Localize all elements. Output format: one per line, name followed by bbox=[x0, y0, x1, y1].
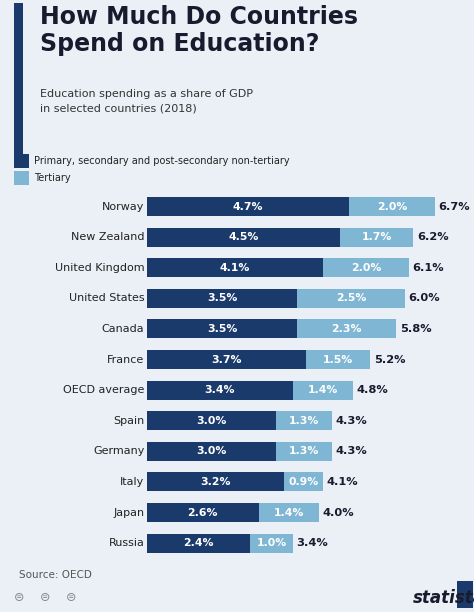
Text: 3.5%: 3.5% bbox=[207, 293, 237, 304]
Text: 3.4%: 3.4% bbox=[205, 385, 235, 395]
Text: 1.5%: 1.5% bbox=[323, 354, 353, 365]
Bar bbox=[259, 503, 319, 522]
Text: 5.2%: 5.2% bbox=[374, 354, 405, 365]
Bar bbox=[147, 534, 250, 553]
Text: 4.1%: 4.1% bbox=[327, 477, 358, 487]
Text: 6.0%: 6.0% bbox=[408, 293, 440, 304]
Text: 6.1%: 6.1% bbox=[412, 263, 444, 273]
Text: 2.5%: 2.5% bbox=[336, 293, 366, 304]
Text: 3.0%: 3.0% bbox=[196, 446, 227, 457]
Text: Tertiary: Tertiary bbox=[35, 173, 71, 182]
Bar bbox=[297, 319, 396, 338]
Bar bbox=[293, 381, 353, 400]
Text: Germany: Germany bbox=[93, 446, 145, 457]
Text: Source: OECD: Source: OECD bbox=[19, 570, 92, 580]
Bar bbox=[276, 442, 332, 461]
Bar bbox=[250, 534, 293, 553]
Text: France: France bbox=[107, 354, 145, 365]
Text: 2.4%: 2.4% bbox=[183, 538, 214, 548]
Text: 6.2%: 6.2% bbox=[417, 232, 448, 242]
Text: Canada: Canada bbox=[102, 324, 145, 334]
Text: statista: statista bbox=[412, 589, 474, 607]
Text: Education spending as a share of GDP
in selected countries (2018): Education spending as a share of GDP in … bbox=[40, 89, 253, 113]
Bar bbox=[147, 442, 276, 461]
Text: 4.3%: 4.3% bbox=[335, 446, 367, 457]
Text: 4.5%: 4.5% bbox=[228, 232, 259, 242]
Text: 4.1%: 4.1% bbox=[220, 263, 250, 273]
Text: 1.4%: 1.4% bbox=[273, 507, 304, 518]
Text: Spain: Spain bbox=[113, 416, 145, 426]
Text: ⊜: ⊜ bbox=[66, 591, 76, 604]
Text: 2.3%: 2.3% bbox=[331, 324, 362, 334]
Text: Norway: Norway bbox=[102, 201, 145, 212]
Text: 0.9%: 0.9% bbox=[289, 477, 319, 487]
Text: Primary, secondary and post-secondary non-tertiary: Primary, secondary and post-secondary no… bbox=[35, 155, 290, 166]
Text: 4.3%: 4.3% bbox=[335, 416, 367, 426]
Text: 1.3%: 1.3% bbox=[289, 416, 319, 426]
Text: 6.7%: 6.7% bbox=[438, 201, 470, 212]
Text: 2.0%: 2.0% bbox=[377, 201, 407, 212]
Bar bbox=[340, 228, 413, 247]
Bar bbox=[147, 472, 284, 491]
Text: 1.7%: 1.7% bbox=[362, 232, 392, 242]
Bar bbox=[14, 171, 29, 185]
Bar bbox=[147, 350, 306, 369]
Text: 3.0%: 3.0% bbox=[196, 416, 227, 426]
Bar bbox=[306, 350, 370, 369]
Bar bbox=[147, 258, 323, 277]
Text: 3.7%: 3.7% bbox=[211, 354, 242, 365]
Bar bbox=[147, 319, 297, 338]
Text: 4.0%: 4.0% bbox=[322, 507, 354, 518]
Text: Japan: Japan bbox=[113, 507, 145, 518]
Text: How Much Do Countries
Spend on Education?: How Much Do Countries Spend on Education… bbox=[40, 5, 358, 56]
Text: Russia: Russia bbox=[109, 538, 145, 548]
Bar bbox=[276, 411, 332, 430]
Bar bbox=[147, 197, 349, 216]
Text: 3.2%: 3.2% bbox=[201, 477, 231, 487]
Bar bbox=[147, 381, 293, 400]
Bar bbox=[14, 3, 23, 156]
Bar bbox=[284, 472, 323, 491]
Text: 3.4%: 3.4% bbox=[297, 538, 328, 548]
Bar bbox=[349, 197, 435, 216]
Text: 1.4%: 1.4% bbox=[308, 385, 338, 395]
Text: United Kingdom: United Kingdom bbox=[55, 263, 145, 273]
Text: 2.0%: 2.0% bbox=[351, 263, 381, 273]
Text: 1.3%: 1.3% bbox=[289, 446, 319, 457]
Text: New Zealand: New Zealand bbox=[71, 232, 145, 242]
Bar bbox=[323, 258, 409, 277]
Text: ⊜: ⊜ bbox=[14, 591, 24, 604]
Text: 3.5%: 3.5% bbox=[207, 324, 237, 334]
Bar bbox=[457, 581, 473, 608]
Text: 1.0%: 1.0% bbox=[256, 538, 287, 548]
Text: 4.8%: 4.8% bbox=[356, 385, 388, 395]
Text: United States: United States bbox=[69, 293, 145, 304]
Bar bbox=[14, 154, 29, 168]
Text: 2.6%: 2.6% bbox=[188, 507, 218, 518]
Bar bbox=[147, 289, 297, 308]
Text: ⊜: ⊜ bbox=[40, 591, 50, 604]
Text: 5.8%: 5.8% bbox=[400, 324, 431, 334]
Bar bbox=[147, 411, 276, 430]
Text: OECD average: OECD average bbox=[63, 385, 145, 395]
Text: Italy: Italy bbox=[120, 477, 145, 487]
Bar bbox=[147, 503, 259, 522]
Text: 4.7%: 4.7% bbox=[233, 201, 263, 212]
Bar bbox=[297, 289, 405, 308]
Bar bbox=[147, 228, 340, 247]
